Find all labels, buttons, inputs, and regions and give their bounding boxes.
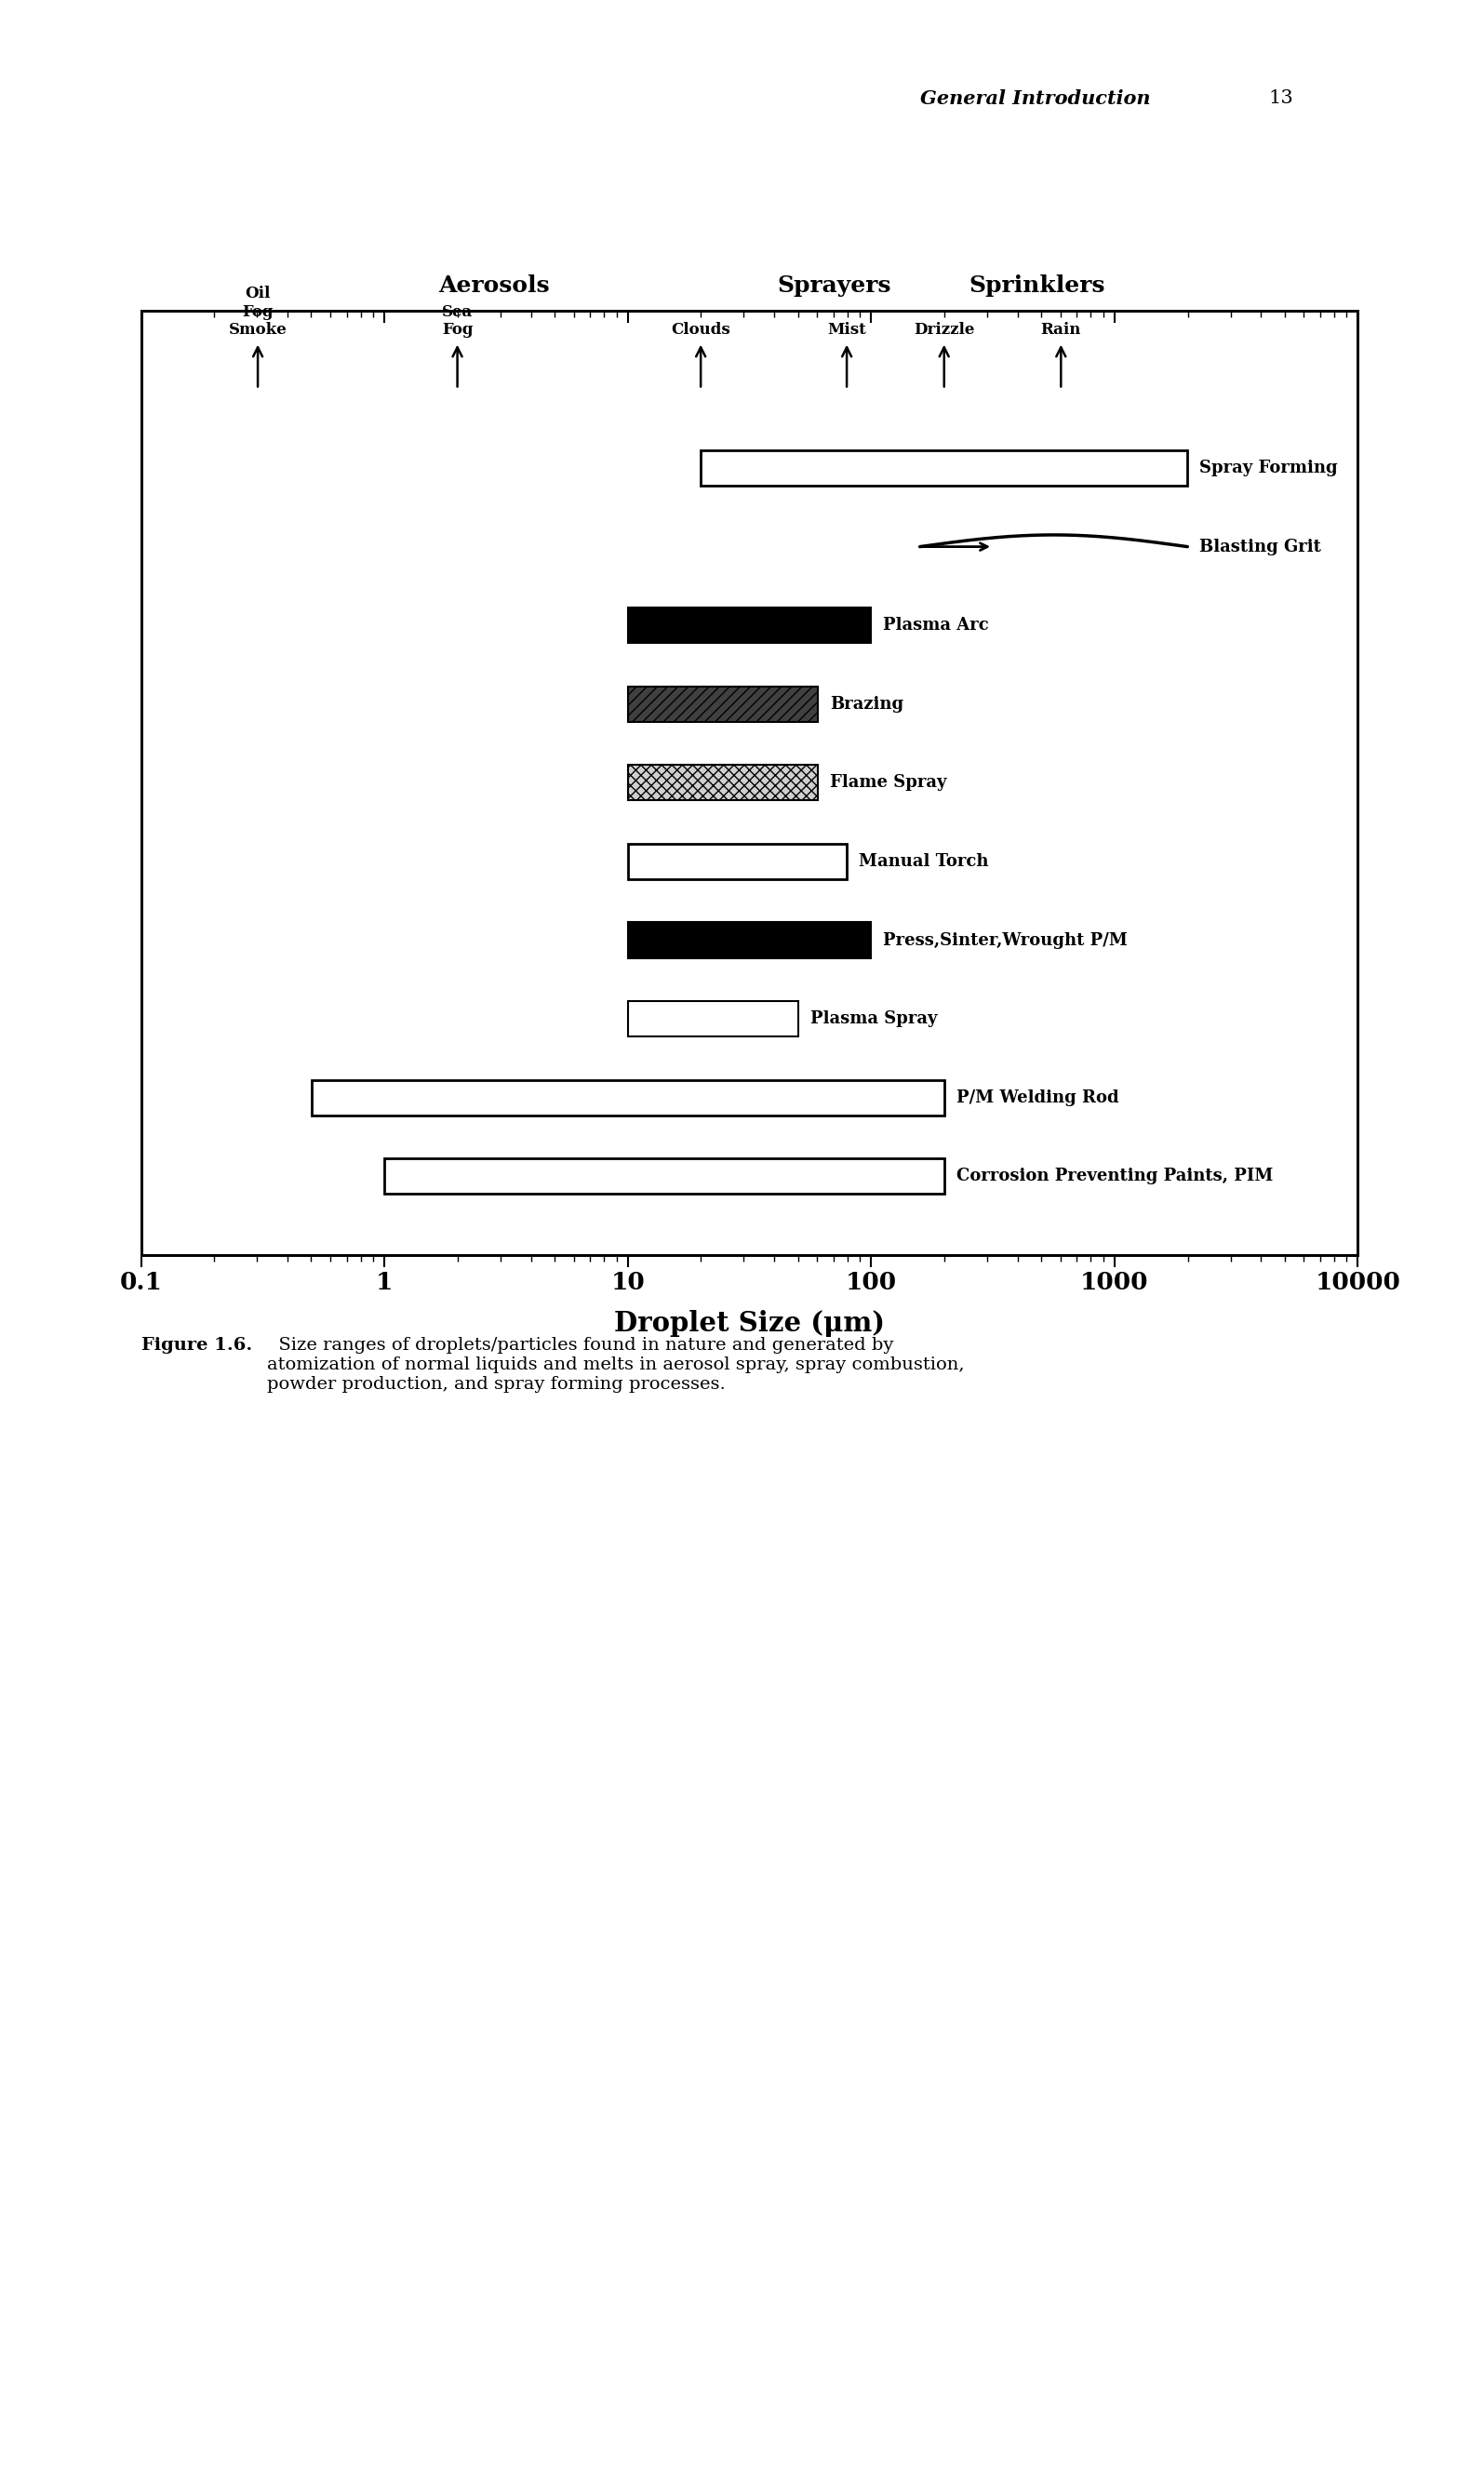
Text: General Introduction: General Introduction <box>920 89 1150 107</box>
Text: Press,Sinter,Wrought P/M: Press,Sinter,Wrought P/M <box>883 932 1128 949</box>
Text: Drizzle: Drizzle <box>914 323 975 338</box>
Text: Flame Spray: Flame Spray <box>830 775 947 790</box>
Text: Aerosols: Aerosols <box>438 276 549 296</box>
Text: Sprayers: Sprayers <box>778 276 892 296</box>
Text: Oil
Fog
Smoke: Oil Fog Smoke <box>229 286 286 338</box>
Bar <box>628 922 871 957</box>
Bar <box>628 1001 798 1036</box>
X-axis label: Droplet Size (μm): Droplet Size (μm) <box>614 1310 884 1337</box>
Text: Mist: Mist <box>828 323 867 338</box>
Text: Blasting Grit: Blasting Grit <box>1199 539 1321 554</box>
Text: Corrosion Preventing Paints, PIM: Corrosion Preventing Paints, PIM <box>956 1168 1273 1185</box>
Bar <box>700 450 1187 485</box>
Bar <box>628 845 847 880</box>
Bar <box>312 1081 944 1116</box>
Text: P/M Welding Rod: P/M Welding Rod <box>956 1088 1119 1106</box>
Bar <box>628 765 818 800</box>
Text: Manual Torch: Manual Torch <box>859 852 988 870</box>
Text: Sprinklers: Sprinklers <box>969 276 1104 296</box>
Text: Size ranges of droplets/particles found in nature and generated by
atomization o: Size ranges of droplets/particles found … <box>267 1337 965 1392</box>
Text: Plasma Spray: Plasma Spray <box>810 1011 938 1026</box>
Bar <box>384 1158 944 1193</box>
Text: Rain: Rain <box>1040 323 1082 338</box>
Text: Plasma Arc: Plasma Arc <box>883 616 990 634</box>
Text: Sea
Fog: Sea Fog <box>442 303 473 338</box>
Text: Clouds: Clouds <box>671 323 730 338</box>
Text: Figure 1.6.: Figure 1.6. <box>141 1337 252 1354</box>
Bar <box>628 609 871 644</box>
Text: 13: 13 <box>1269 89 1294 107</box>
Text: Spray Forming: Spray Forming <box>1199 460 1339 477</box>
Text: Brazing: Brazing <box>830 696 904 713</box>
Bar <box>628 686 818 721</box>
